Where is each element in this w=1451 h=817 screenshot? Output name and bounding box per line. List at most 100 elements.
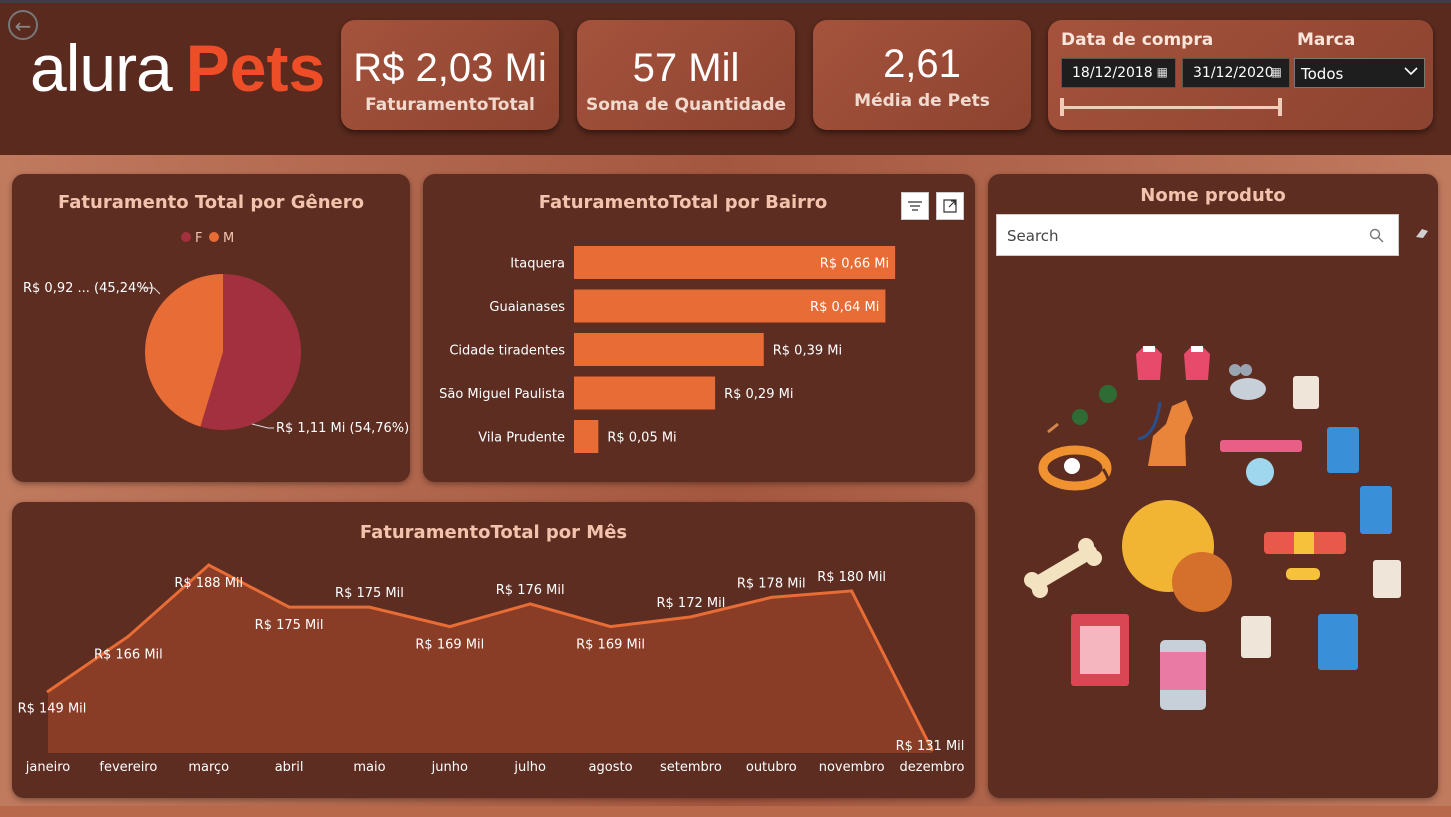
bar-category-label: Guaianases [489, 300, 565, 315]
eraser-icon[interactable] [1413, 226, 1431, 240]
date-end-input[interactable]: 31/12/2020 ▦ [1182, 58, 1290, 88]
food-bag-icon [1327, 427, 1359, 473]
x-tick-label: fevereiro [99, 760, 157, 775]
food-can-icon [1160, 640, 1206, 710]
bar-category-label: Itaquera [510, 257, 565, 272]
line-point [850, 589, 854, 593]
calendar-icon[interactable]: ▦ [1270, 65, 1282, 79]
pet-products-illustration [1024, 346, 1401, 710]
line-point [930, 748, 934, 752]
red-collar-icon [1264, 532, 1346, 580]
date-end-value: 31/12/2020 [1193, 65, 1274, 81]
area-data-label: R$ 175 Mil [255, 618, 324, 633]
area-data-label: R$ 166 Mil [94, 647, 163, 662]
toy-icon [1072, 409, 1088, 425]
search-icon [1369, 228, 1384, 243]
kpi-card-faturamento: R$ 2,03 Mi FaturamentoTotal [341, 20, 559, 130]
line-point [689, 615, 693, 619]
line-point [287, 605, 291, 609]
dog-icon [1137, 400, 1193, 466]
x-tick-label: julho [513, 760, 546, 775]
treat-bag-icon [1071, 614, 1129, 686]
area-fill [48, 565, 932, 753]
bar-data-label: R$ 0,66 Mi [820, 257, 889, 272]
x-tick-label: outubro [746, 760, 797, 775]
area-data-label: R$ 175 Mil [335, 586, 404, 601]
date-filter-title: Data de compra [1061, 30, 1214, 50]
line-point [609, 625, 613, 629]
x-tick-label: dezembro [900, 760, 965, 775]
area-line [47, 563, 934, 751]
line-point [769, 595, 773, 599]
x-tick-label: maio [353, 760, 385, 775]
kpi-value: 57 Mil [632, 46, 740, 90]
leash-icon [1047, 422, 1059, 434]
line-point [46, 689, 50, 693]
bar-data-label: R$ 0,64 Mi [810, 300, 879, 315]
pie-leader-line [140, 287, 161, 295]
kpi-label: Soma de Quantidade [585, 95, 787, 115]
back-arrow-icon[interactable]: ← [8, 10, 38, 40]
x-tick-label: abril [275, 760, 304, 775]
filter-icon[interactable] [901, 192, 929, 220]
product-search-input[interactable]: Search [996, 214, 1399, 256]
bar-category-label: Vila Prudente [478, 431, 565, 446]
mouse-toy-icon [1229, 364, 1266, 400]
product-panel: Nome produto Search [988, 174, 1438, 798]
jacket-icon [1184, 346, 1210, 380]
pie-slice-f [200, 274, 302, 431]
kpi-value: R$ 2,03 Mi [353, 46, 547, 90]
x-tick-label: agosto [589, 760, 633, 775]
bairro-panel: FaturamentoTotal por Bairro Itaquera R$ 0… [423, 174, 975, 482]
logo-pets: Pets [185, 31, 326, 105]
calendar-icon[interactable]: ▦ [1156, 65, 1168, 79]
filter-card: Data de compra Marca 18/12/2018 ▦ 31/12/… [1048, 20, 1433, 130]
legend-label-m: M [223, 231, 234, 246]
x-tick-label: novembro [819, 760, 885, 775]
month-panel: FaturamentoTotal por Mês janeiro R$ 149 M… [12, 502, 975, 798]
area-data-label: R$ 172 Mil [656, 596, 725, 611]
bairro-panel-title: FaturamentoTotal por Bairro [538, 192, 828, 213]
bottom-band [0, 806, 1451, 817]
area-data-label: R$ 149 Mil [18, 701, 87, 716]
bar [574, 289, 886, 323]
legend-label-f: F [195, 231, 202, 246]
brand-select[interactable]: Todos [1294, 58, 1425, 88]
kpi-label: FaturamentoTotal [365, 95, 535, 115]
x-tick-label: junho [431, 760, 468, 775]
alura-pets-logo: alura Pets [30, 30, 325, 120]
legend-swatch-m [209, 232, 219, 242]
chevron-down-icon [1404, 67, 1418, 76]
gender-pie-chart: F M R$ 1,11 Mi (54,76%) R$ 0,92 ... (45,2… [23, 231, 409, 436]
x-tick-label: março [188, 760, 229, 775]
collar-icon [1038, 445, 1112, 501]
food-bag-icon [1318, 614, 1358, 670]
focus-mode-icon[interactable] [936, 192, 964, 220]
date-start-input[interactable]: 18/12/2018 ▦ [1061, 58, 1176, 88]
date-start-value: 18/12/2018 [1072, 65, 1153, 81]
pink-collar-icon [1220, 440, 1302, 486]
bar-category-label: Cidade tiradentes [449, 344, 565, 359]
kpi-card-quantidade: 57 Mil Soma de Quantidade [577, 20, 795, 130]
product-panel-title: Nome produto [1140, 185, 1286, 206]
pie-leader-line [251, 423, 274, 429]
food-bag-icon [1360, 486, 1392, 534]
line-point [126, 634, 130, 638]
bairro-bar-chart: Itaquera R$ 0,66 Mi Guaianases R$ 0,64 Mi Ci… [439, 246, 896, 453]
bar-data-label: R$ 0,29 Mi [724, 387, 793, 402]
area-data-label: R$ 188 Mil [174, 576, 243, 591]
slider-handle-end[interactable] [1278, 98, 1282, 116]
pie-data-label-f: R$ 1,11 Mi (54,76%) [276, 421, 409, 436]
month-panel-title: FaturamentoTotal por Mês [359, 522, 628, 543]
legend-swatch-f [181, 232, 191, 242]
bar [574, 333, 764, 366]
bar [574, 246, 896, 279]
slider-handle-start[interactable] [1060, 98, 1064, 116]
x-tick-label: setembro [660, 760, 722, 775]
kpi-label: Média de Pets [854, 91, 990, 111]
area-data-label: R$ 180 Mil [817, 570, 886, 585]
date-range-slider[interactable] [1062, 106, 1280, 109]
food-bag-icon [1241, 616, 1271, 658]
line-point [367, 605, 371, 609]
ball-icon [1172, 552, 1232, 612]
